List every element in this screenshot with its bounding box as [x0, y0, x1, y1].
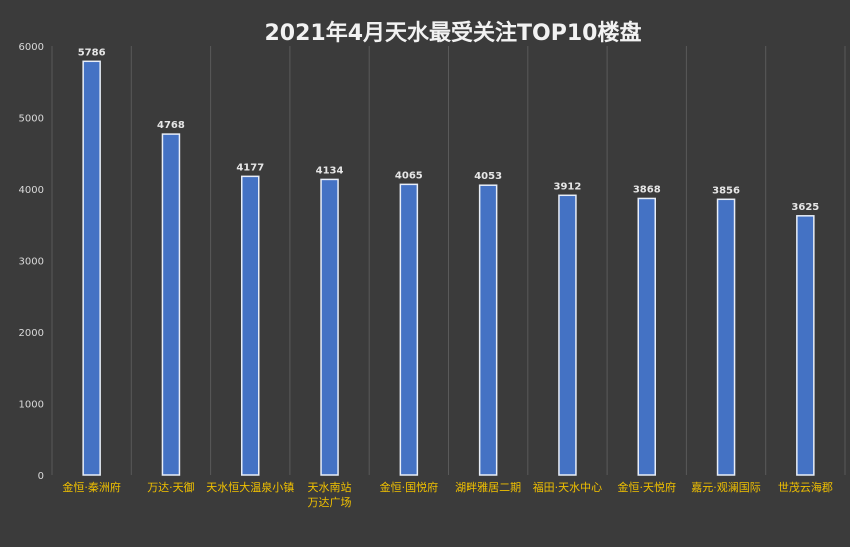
x-tick-label: 金恒·天悦府: [618, 480, 677, 494]
bar: [241, 175, 260, 476]
data-label: 4177: [236, 162, 264, 173]
y-tick-label: 6000: [19, 42, 44, 53]
data-label: 5786: [78, 47, 106, 58]
x-tick-label: 万达·天御: [147, 480, 195, 494]
bar: [478, 184, 498, 476]
bar: [161, 133, 181, 476]
data-label: 3625: [791, 202, 819, 213]
gridlines: [51, 46, 846, 475]
x-tick-label: 天水恒大温泉小镇: [206, 480, 294, 494]
bar: [558, 194, 577, 476]
data-label: 3912: [554, 181, 582, 192]
bar: [82, 60, 101, 476]
bar: [796, 215, 815, 476]
bar: [320, 178, 339, 476]
data-label: 4134: [316, 165, 344, 176]
x-tick-label: 金恒·秦洲府: [62, 480, 121, 494]
data-labels: 5786 4768 4177 4134 4065 4053 3912 3868 3856 3625: [78, 47, 820, 213]
x-tick-label: 世茂云海郡: [778, 480, 833, 494]
bar: [716, 198, 736, 476]
x-axis-ticks: 金恒·秦洲府 万达·天御 天水恒大温泉小镇 天水南站万达广场 金恒·国悦府 湖畔雅居二期福…: [62, 480, 832, 509]
data-label: 4053: [474, 171, 502, 182]
x-tick-label: 天水南站: [308, 480, 352, 494]
chart-title: 2021年4月天水最受关注TOP10楼盘: [265, 20, 642, 46]
bars: [82, 60, 815, 476]
y-tick-label: 5000: [19, 114, 44, 125]
y-tick-label: 2000: [19, 328, 44, 339]
x-tick-label: 万达广场: [308, 495, 352, 509]
y-tick-label: 0: [38, 471, 44, 482]
data-label: 3868: [633, 184, 661, 195]
x-tick-label: 嘉元·观澜国际: [691, 480, 761, 494]
x-tick-label: 福田·天水中心: [533, 480, 603, 494]
data-label: 4768: [157, 120, 185, 131]
y-axis-ticks: 0 1000 2000 3000 4000 5000 6000: [19, 42, 44, 482]
data-label: 4065: [395, 170, 423, 181]
y-tick-label: 4000: [19, 185, 44, 196]
bar: [637, 197, 656, 476]
y-tick-label: 3000: [19, 257, 44, 268]
y-tick-label: 1000: [19, 400, 44, 411]
bar: [399, 183, 419, 476]
data-label: 3856: [712, 185, 740, 196]
x-tick-label: 湖畔雅居二期: [455, 480, 521, 494]
x-tick-label: 金恒·国悦府: [380, 480, 439, 494]
